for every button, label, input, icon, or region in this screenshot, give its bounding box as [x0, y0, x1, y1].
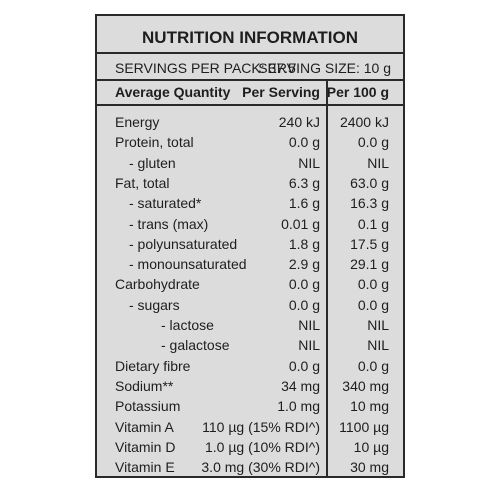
divider: [97, 104, 403, 106]
per-serving: NIL: [298, 317, 320, 333]
per-100g: 10 µg: [353, 438, 389, 455]
per-serving: 0.01 g: [281, 215, 320, 232]
per-serving: 1.0 µg (10% RDI^): [204, 438, 320, 455]
per-100g: 63.0 g: [350, 174, 389, 191]
per-100g: 0.0 g: [357, 357, 389, 374]
per-serving: 0.0 g: [288, 134, 320, 151]
divider: [97, 79, 403, 81]
per-100g: 0.0 g: [357, 296, 389, 313]
column-header: Average Quantity: [115, 84, 231, 100]
per-serving: 6.3 g: [288, 174, 320, 191]
nutrient-name: - galactose: [161, 337, 230, 354]
divider: [97, 52, 403, 54]
per-100g: 30 mg: [350, 459, 389, 476]
per-serving: 240 kJ: [278, 114, 320, 130]
nutrient-name: Carbohydrate: [115, 276, 200, 293]
column-header: Per Serving: [242, 84, 320, 100]
per-100g: 10 mg: [350, 398, 389, 415]
per-100g: NIL: [367, 337, 389, 354]
per-100g: 16.3 g: [350, 195, 389, 212]
nutrient-name: Potassium: [115, 398, 181, 415]
per-serving: 3.0 mg (30% RDI^): [201, 459, 320, 476]
nutrient-name: - lactose: [161, 317, 214, 333]
column-header: Per 100 g: [326, 84, 389, 100]
per-100g: 29.1 g: [350, 256, 389, 273]
per-100g: 0.0 g: [357, 276, 389, 293]
per-serving: 1.8 g: [288, 235, 320, 252]
nutrient-name: - monounsaturated: [129, 256, 247, 273]
nutrient-name: Energy: [115, 114, 160, 130]
per-100g: NIL: [367, 154, 389, 171]
per-100g: 17.5 g: [350, 235, 389, 252]
nutrient-name: Fat, total: [115, 174, 170, 191]
per-serving: 0.0 g: [288, 296, 320, 313]
per-serving: 1.0 mg: [277, 398, 320, 415]
nutrient-name: - sugars: [129, 296, 180, 313]
nutrient-name: - saturated*: [129, 195, 202, 212]
nutrient-name: - trans (max): [129, 215, 209, 232]
per-serving: NIL: [298, 337, 320, 354]
per-serving: 110 µg (15% RDI^): [202, 418, 320, 435]
nutrient-name: - gluten: [129, 154, 176, 171]
nutrient-name: Vitamin A: [115, 418, 174, 435]
per-100g: 340 mg: [342, 377, 389, 394]
per-100g: 1100 µg: [339, 418, 389, 435]
per-100g: 0.0 g: [357, 134, 389, 151]
per-100g: 0.1 g: [357, 215, 389, 232]
per-serving: 34 mg: [281, 377, 320, 394]
nutrient-name: - polyunsaturated: [129, 235, 238, 252]
per-100g: 2400 kJ: [339, 114, 389, 130]
servings-per-pack: SERVINGS PER PACK: 37.5: [115, 60, 296, 76]
title: NUTRITION INFORMATION: [142, 28, 358, 47]
nutrient-name: Dietary fibre: [115, 357, 191, 374]
per-serving: 0.0 g: [288, 276, 320, 293]
nutrient-name: Vitamin D: [115, 438, 176, 455]
per-serving: 1.6 g: [288, 195, 320, 212]
nutrition-label: NUTRITION INFORMATION SERVINGS PER PACK:…: [95, 14, 405, 478]
column-divider: [326, 79, 328, 476]
per-serving: 0.0 g: [288, 357, 320, 374]
nutrient-name: Sodium**: [115, 377, 174, 394]
serving-size: SERVING SIZE: 10 g: [258, 60, 391, 76]
per-serving: 2.9 g: [288, 256, 320, 273]
nutrient-name: Protein, total: [115, 134, 194, 151]
per-100g: NIL: [367, 317, 389, 333]
nutrient-name: Vitamin E: [115, 459, 175, 476]
per-serving: NIL: [298, 154, 320, 171]
